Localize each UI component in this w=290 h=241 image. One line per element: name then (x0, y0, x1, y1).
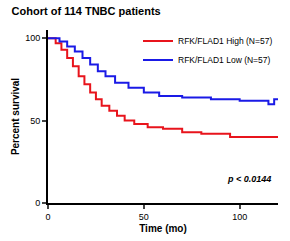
svg-text:Percent survival: Percent survival (10, 78, 21, 155)
svg-text:0: 0 (35, 198, 40, 208)
svg-text:Time (mo): Time (mo) (139, 223, 187, 234)
svg-text:RFK/FLAD1 High (N=57): RFK/FLAD1 High (N=57) (178, 36, 272, 46)
svg-text:100: 100 (232, 212, 247, 222)
svg-text:RFK/FLAD1 Low (N=57): RFK/FLAD1 Low (N=57) (178, 55, 271, 65)
svg-text:50: 50 (30, 116, 40, 126)
svg-text:100: 100 (25, 33, 40, 43)
svg-text:Cohort of 114 TNBC patients: Cohort of 114 TNBC patients (12, 5, 161, 17)
svg-text:50: 50 (139, 212, 149, 222)
svg-text:0: 0 (45, 212, 50, 222)
svg-text:p < 0.0144: p < 0.0144 (227, 174, 271, 184)
